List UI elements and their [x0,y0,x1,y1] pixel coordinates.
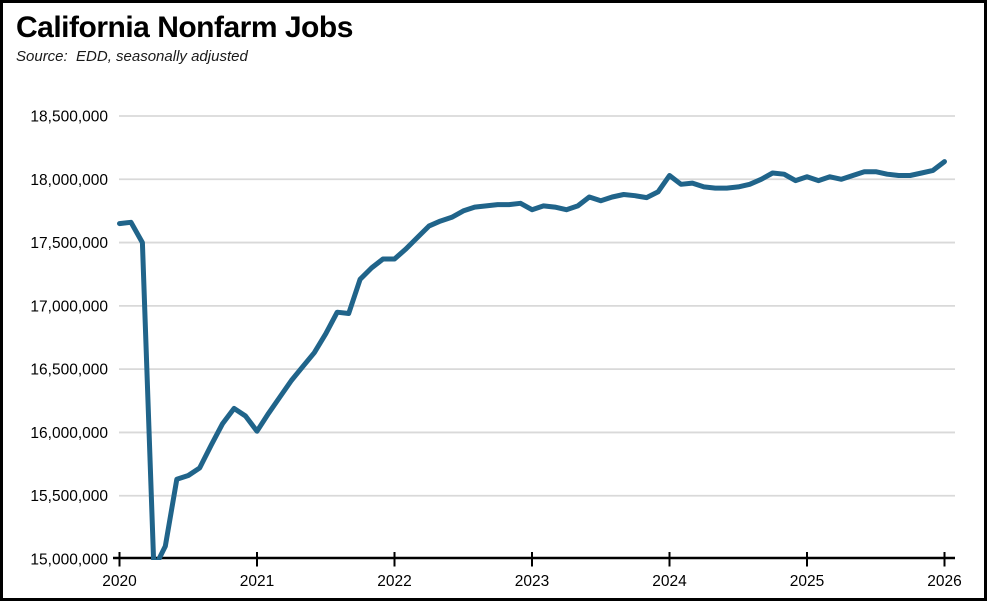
x-axis-label: 2024 [652,573,687,590]
page-title: California Nonfarm Jobs [16,11,353,44]
source-note: Source: EDD, seasonally adjusted [16,48,248,65]
x-axis-label: 2026 [927,573,961,590]
x-axis-label: 2021 [240,573,274,590]
chart-canvas: 15,000,000 15,500,000 16,000,000 16,500,000… [30,109,961,591]
chart-header: California Nonfarm Jobs Source: EDD, sea… [16,11,353,65]
y-axis-label: 16,000,000 [30,425,108,442]
y-axis-label: 15,500,000 [30,488,108,505]
y-axis-label: 15,000,000 [30,552,108,569]
y-axis-label: 17,500,000 [30,235,108,252]
x-axis-label: 2023 [515,573,549,590]
y-axis-label: 16,500,000 [30,362,108,379]
data-line-california-nonfarm-jobs [117,159,947,560]
x-axis-label: 2022 [377,573,411,590]
x-axis-label: 2020 [102,573,137,590]
y-axis-label: 17,000,000 [30,298,108,315]
x-axis-label: 2025 [790,573,824,590]
y-axis-label: 18,000,000 [30,172,108,189]
y-axis-label: 18,500,000 [30,109,108,126]
